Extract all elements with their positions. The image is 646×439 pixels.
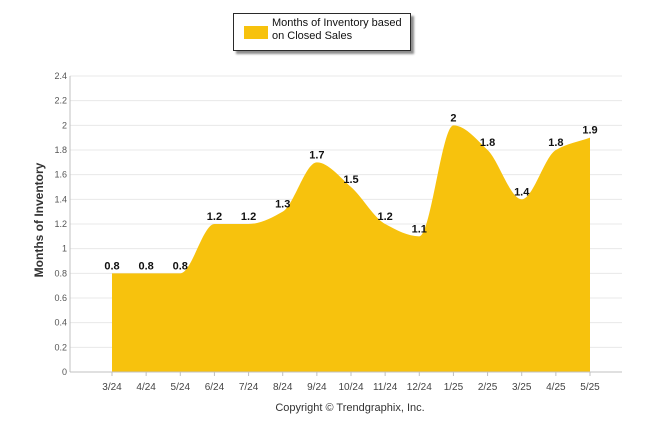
y-tick-label: 1.6 (54, 170, 67, 180)
x-tick-label: 8/24 (273, 382, 293, 393)
data-label: 1.5 (343, 174, 358, 186)
x-tick-label: 5/24 (171, 382, 191, 393)
legend-swatch (244, 26, 268, 39)
y-tick-label: 2.2 (54, 96, 67, 106)
y-tick-label: 0.8 (54, 268, 67, 278)
legend: Months of Inventory based on Closed Sale… (233, 13, 411, 51)
data-label: 1.4 (514, 186, 530, 198)
legend-label: Months of Inventory based on Closed Sale… (272, 17, 402, 42)
y-tick-label: 0 (62, 367, 67, 377)
data-label: 1.2 (377, 211, 392, 223)
data-label: 1.8 (548, 137, 563, 149)
x-tick-label: 10/24 (338, 382, 363, 393)
x-tick-label: 7/24 (239, 382, 259, 393)
data-label: 1.3 (275, 199, 290, 211)
y-tick-label: 1.4 (54, 194, 67, 204)
y-tick-label: 0.4 (54, 318, 67, 328)
x-tick-label: 3/25 (512, 382, 532, 393)
y-tick-label: 1.2 (54, 219, 67, 229)
y-tick-label: 1 (62, 244, 67, 254)
series-area-fill (112, 125, 590, 372)
series-area (112, 125, 590, 372)
data-label: 0.8 (138, 260, 153, 272)
data-label: 1.2 (207, 211, 222, 223)
x-tick-label: 2/25 (478, 382, 498, 393)
x-tick-label: 6/24 (205, 382, 225, 393)
data-label: 1.9 (582, 125, 597, 137)
x-tick-label: 5/25 (580, 382, 600, 393)
x-tick-label: 9/24 (307, 382, 327, 393)
data-label: 0.8 (173, 260, 188, 272)
y-tick-label: 1.8 (54, 145, 67, 155)
data-label: 0.8 (104, 260, 119, 272)
data-label: 1.2 (241, 211, 256, 223)
data-labels: 0.8 0.8 0.8 1.2 1.2 1.3 1.7 1.5 1.2 1.1 2 1.8 1.4 1.8… (104, 112, 597, 272)
y-tick-label: 0.6 (54, 293, 67, 303)
y-tick-label: 2 (62, 120, 67, 130)
y-tick-label: 0.2 (54, 342, 67, 352)
x-tick-labels: 3/24 4/24 5/24 6/24 7/24 8/24 9/24 10/24 11/24 12… (102, 382, 600, 393)
y-axis-title: Months of Inventory (32, 162, 46, 277)
x-tick-label: 4/24 (136, 382, 156, 393)
data-label: 1.1 (412, 223, 427, 235)
x-tick-label: 4/25 (546, 382, 566, 393)
x-tick-label: 3/24 (102, 382, 122, 393)
axes (69, 76, 622, 376)
y-tick-labels: 0 0.2 0.4 0.6 0.8 1 1.2 1.4 1.6 1.8 2 2.2 2.4 (54, 71, 67, 377)
copyright-footer: Copyright © Trendgraphix, Inc. (275, 402, 425, 414)
x-tick-label: 12/24 (407, 382, 432, 393)
y-tick-label: 2.4 (54, 71, 67, 81)
data-label: 1.7 (309, 149, 324, 161)
data-label: 2 (450, 112, 456, 124)
data-label: 1.8 (480, 137, 495, 149)
x-tick-label: 1/25 (444, 382, 464, 393)
x-tick-label: 11/24 (373, 382, 398, 393)
